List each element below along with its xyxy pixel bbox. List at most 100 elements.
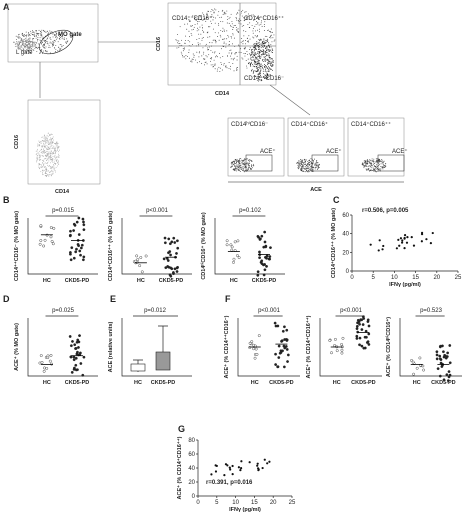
event bbox=[316, 168, 318, 170]
event bbox=[241, 161, 243, 163]
event bbox=[239, 171, 241, 172]
label: p=0.523 bbox=[420, 308, 443, 314]
event bbox=[56, 155, 58, 157]
event bbox=[45, 168, 47, 170]
event bbox=[258, 39, 260, 41]
event bbox=[22, 35, 24, 37]
event bbox=[212, 19, 214, 21]
event bbox=[247, 63, 249, 65]
dot bbox=[277, 344, 281, 348]
event bbox=[307, 166, 309, 168]
event bbox=[38, 33, 40, 35]
event bbox=[253, 58, 255, 60]
event bbox=[57, 142, 59, 144]
event bbox=[371, 158, 373, 160]
event bbox=[41, 33, 43, 35]
dot bbox=[279, 351, 283, 354]
event bbox=[31, 48, 33, 50]
event bbox=[55, 147, 57, 149]
event bbox=[47, 141, 49, 142]
event bbox=[33, 38, 35, 39]
event bbox=[50, 155, 52, 157]
event bbox=[262, 43, 264, 44]
event bbox=[176, 40, 178, 42]
event bbox=[26, 35, 28, 37]
event bbox=[18, 35, 20, 37]
event bbox=[266, 40, 268, 42]
event bbox=[251, 160, 253, 162]
event bbox=[241, 38, 243, 40]
event bbox=[61, 38, 63, 40]
event bbox=[50, 159, 52, 161]
event bbox=[260, 69, 262, 71]
event bbox=[235, 167, 236, 169]
event bbox=[255, 23, 257, 25]
dot bbox=[418, 356, 422, 360]
event bbox=[244, 161, 246, 163]
event bbox=[259, 76, 261, 78]
event bbox=[55, 163, 57, 164]
event bbox=[61, 45, 63, 47]
dot bbox=[265, 264, 268, 268]
event bbox=[46, 152, 48, 154]
dot bbox=[274, 363, 278, 366]
event bbox=[29, 37, 31, 39]
event bbox=[53, 41, 55, 43]
event bbox=[249, 38, 251, 40]
event bbox=[50, 153, 52, 155]
event bbox=[27, 45, 29, 47]
event bbox=[267, 74, 269, 76]
event bbox=[239, 168, 241, 170]
event bbox=[43, 41, 45, 42]
event bbox=[237, 12, 239, 14]
event bbox=[16, 44, 18, 46]
event bbox=[219, 57, 221, 59]
label: CKD5-PD bbox=[351, 380, 375, 386]
event bbox=[242, 161, 244, 163]
event bbox=[40, 30, 42, 32]
event bbox=[263, 50, 265, 52]
event bbox=[248, 35, 250, 37]
event bbox=[37, 36, 39, 38]
dot bbox=[72, 358, 76, 362]
event bbox=[267, 70, 269, 72]
event bbox=[229, 49, 231, 51]
label: MO gate bbox=[58, 32, 82, 38]
event bbox=[57, 41, 59, 43]
event bbox=[217, 32, 219, 34]
event bbox=[50, 175, 52, 177]
event bbox=[237, 160, 239, 162]
event bbox=[226, 30, 228, 32]
event bbox=[264, 59, 266, 61]
event bbox=[188, 20, 190, 22]
event bbox=[56, 144, 58, 146]
event bbox=[266, 78, 267, 80]
event bbox=[247, 165, 249, 167]
event bbox=[238, 20, 240, 22]
dot bbox=[263, 268, 267, 272]
event bbox=[250, 168, 252, 170]
event bbox=[254, 25, 256, 27]
event bbox=[205, 55, 207, 57]
dot bbox=[49, 226, 53, 229]
event bbox=[25, 37, 27, 39]
event bbox=[42, 152, 44, 154]
hist-plot bbox=[347, 117, 405, 177]
event bbox=[214, 51, 216, 53]
event bbox=[314, 166, 316, 168]
dot bbox=[214, 464, 217, 467]
event bbox=[36, 155, 38, 157]
event bbox=[40, 167, 42, 169]
event bbox=[28, 33, 30, 35]
event bbox=[313, 160, 314, 162]
event bbox=[214, 52, 215, 54]
event bbox=[47, 136, 49, 138]
event bbox=[259, 28, 260, 30]
dot bbox=[69, 229, 72, 233]
event bbox=[50, 42, 52, 44]
event bbox=[198, 33, 200, 35]
dot bbox=[135, 254, 139, 258]
event bbox=[193, 26, 195, 28]
event bbox=[374, 163, 375, 165]
event bbox=[226, 67, 228, 69]
